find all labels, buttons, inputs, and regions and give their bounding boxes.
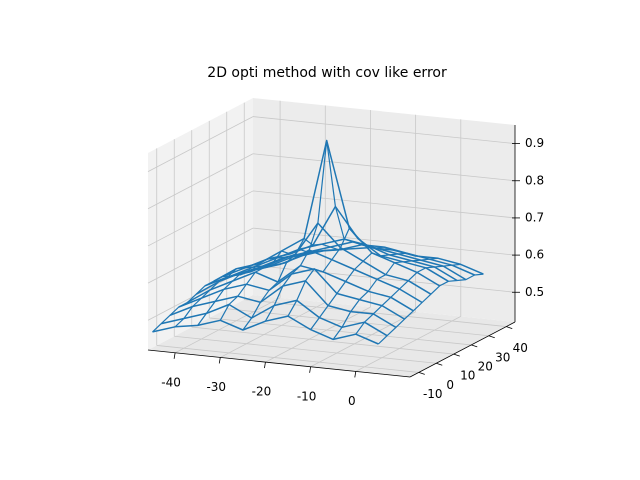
grid-line (147, 116, 254, 172)
wire-line (287, 227, 394, 317)
y-tick-label: 30 (495, 350, 510, 364)
grid-line (147, 153, 254, 210)
grid-line (252, 153, 516, 182)
grid-line (310, 311, 416, 368)
y-tick-label: 0 (446, 378, 454, 392)
floor-pane (148, 295, 515, 377)
z-tick-label: 0.7 (525, 210, 544, 224)
wire-line (355, 263, 461, 335)
x-tick-label: -10 (297, 389, 317, 403)
grid-line (174, 297, 281, 354)
x-tick-label: -40 (161, 375, 181, 389)
grid-line (174, 335, 437, 364)
grid-line (355, 316, 461, 372)
grid-line (252, 190, 516, 219)
z-tick-label: 0.9 (525, 136, 544, 150)
grid-line (147, 227, 254, 284)
wire-line (310, 252, 416, 330)
tick-mark (418, 372, 425, 375)
tick-mark (488, 335, 495, 339)
grid-line (147, 190, 254, 247)
grid-line (220, 302, 326, 358)
z-tick-label: 0.6 (525, 248, 544, 262)
z-tick-label: 0.8 (525, 173, 544, 187)
tick-mark (354, 371, 357, 378)
x-tick-label: 0 (348, 394, 356, 408)
tick-mark (471, 344, 478, 348)
wire-line (264, 139, 371, 322)
wire-line (332, 257, 439, 340)
tick-mark (506, 326, 513, 329)
x-tick-label: -20 (252, 385, 272, 399)
tick-mark (173, 352, 176, 359)
x-tick-label: -30 (206, 380, 226, 394)
tick-mark (436, 362, 443, 366)
y-tick-label: 10 (460, 369, 475, 383)
x-axis (147, 349, 411, 378)
grid-line (252, 227, 516, 256)
y-tick-label: -10 (423, 387, 443, 401)
grid-line (156, 345, 419, 373)
grid-line (265, 306, 371, 363)
wire-line (377, 273, 484, 345)
y-axis (409, 321, 516, 378)
chart-title: 2D opti method with cov like error (207, 65, 447, 81)
z-tick-label: 0.5 (525, 285, 544, 299)
grid-line (209, 317, 472, 346)
tick-mark (218, 357, 221, 364)
y-tick-label: 20 (478, 359, 493, 373)
tick-mark (264, 362, 266, 369)
y-tick-label: 40 (513, 341, 528, 355)
tick-mark (309, 366, 312, 373)
grid-line (252, 116, 516, 144)
wire-line (242, 237, 348, 331)
grid-line (244, 299, 507, 327)
wire-line (197, 254, 303, 326)
grid-line (191, 326, 454, 355)
wire-line (152, 268, 258, 333)
wire-line (174, 263, 281, 328)
tick-mark (453, 353, 460, 357)
